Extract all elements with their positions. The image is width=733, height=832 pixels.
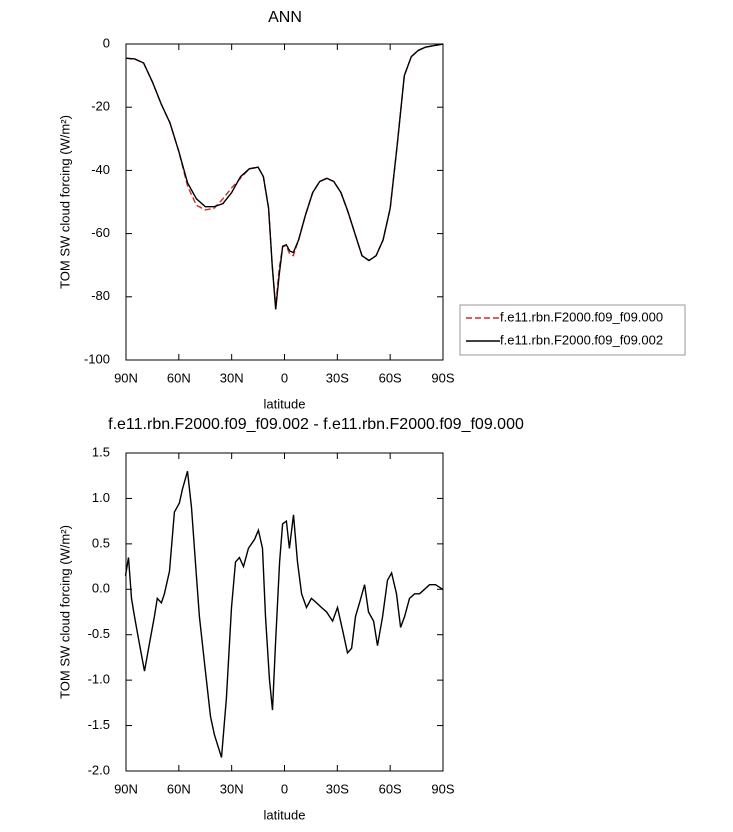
x-tick-label: 60S [379, 781, 402, 796]
y-tick-label: -80 [91, 288, 110, 303]
chart-title: f.e11.rbn.F2000.f09_f09.002 - f.e11.rbn.… [108, 416, 524, 433]
x-tick-label: 90S [431, 370, 454, 385]
legend-box [459, 304, 686, 356]
plot-frame [125, 43, 444, 361]
x-tick-label: 0 [281, 370, 288, 385]
x-tick-label: 60N [167, 370, 191, 385]
y-tick-label: 1.0 [92, 490, 110, 505]
legend-label: f.e11.rbn.F2000.f09_f09.000 [500, 309, 663, 324]
x-tick-label: 0 [281, 781, 288, 796]
y-tick-label: -100 [84, 351, 110, 366]
x-tick-label: 90N [114, 781, 138, 796]
x-axis-label: latitude [264, 396, 306, 411]
y-tick-label: -60 [91, 225, 110, 240]
x-tick-label: 30S [326, 370, 349, 385]
y-tick-label: -0.5 [88, 626, 110, 641]
y-axis-label: TOM SW cloud forcing (W/m²) [57, 115, 72, 289]
x-tick-label: 60N [167, 781, 191, 796]
y-tick-label: 1.5 [92, 444, 110, 459]
x-tick-label: 90N [114, 370, 138, 385]
y-tick-label: 0.0 [92, 581, 110, 596]
data-line [125, 43, 444, 310]
plot-frame [125, 452, 444, 772]
y-tick-label: 0.5 [92, 535, 110, 550]
x-tick-label: 90S [431, 781, 454, 796]
data-line [125, 43, 444, 307]
x-tick-label: 60S [379, 370, 402, 385]
y-tick-label: -1.5 [88, 717, 110, 732]
y-tick-label: -20 [91, 99, 110, 114]
y-tick-label: 0 [103, 35, 110, 50]
data-line [124, 471, 443, 758]
y-tick-label: -2.0 [88, 762, 110, 777]
legend-label: f.e11.rbn.F2000.f09_f09.002 [500, 332, 663, 347]
x-tick-label: 30N [220, 781, 244, 796]
x-tick-label: 30S [326, 781, 349, 796]
y-axis-label: TOM SW cloud forcing (W/m²) [57, 525, 72, 699]
chart-title: ANN [268, 9, 302, 26]
y-tick-label: -40 [91, 162, 110, 177]
x-axis-label: latitude [264, 807, 306, 822]
x-tick-label: 30N [220, 370, 244, 385]
y-tick-label: -1.0 [88, 672, 110, 687]
